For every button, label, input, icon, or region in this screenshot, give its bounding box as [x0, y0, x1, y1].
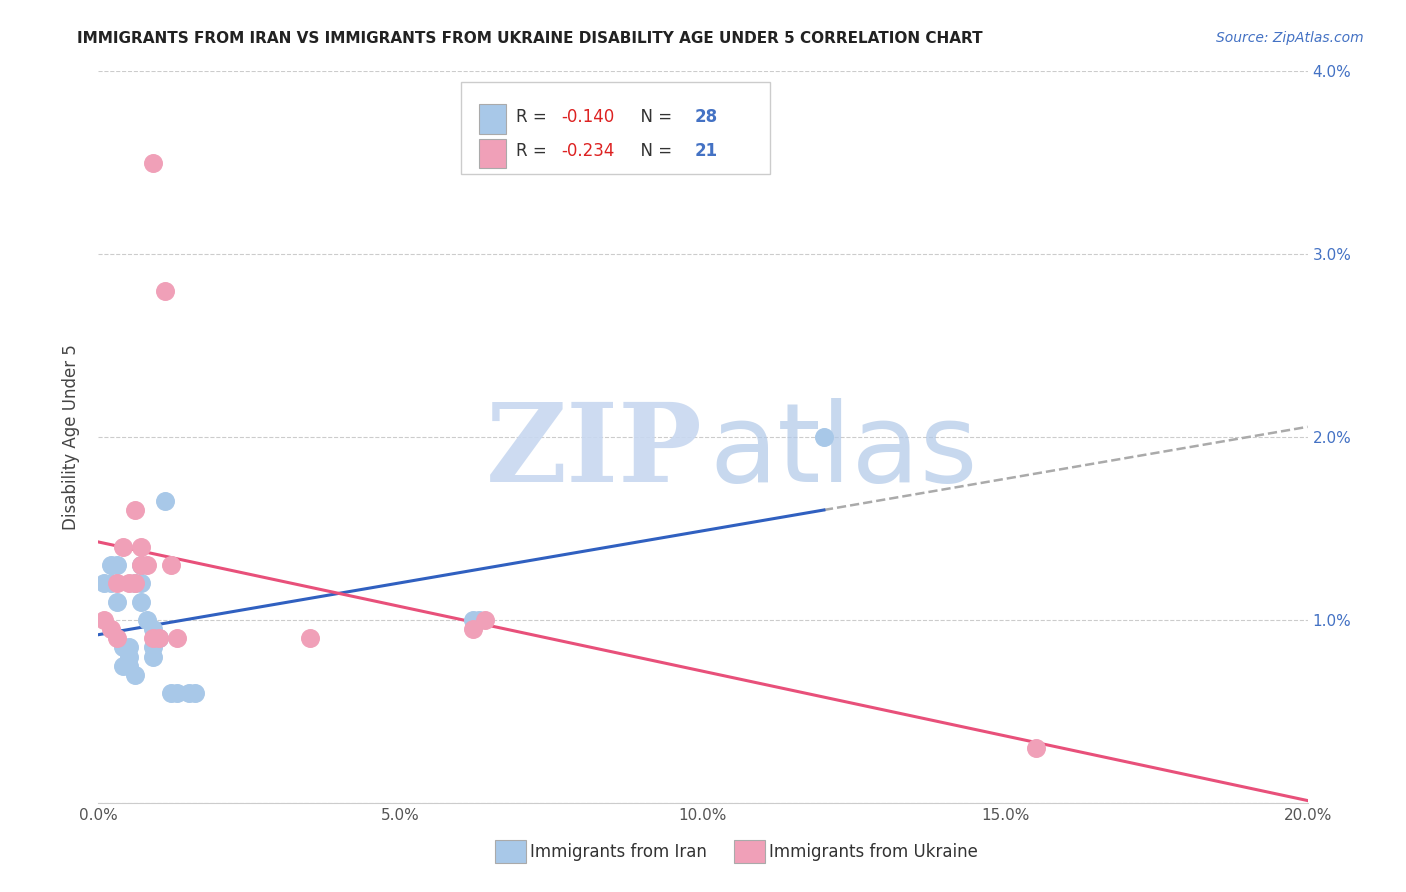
Point — [153, 284, 176, 298]
Text: ZIP: ZIP — [486, 398, 703, 505]
Point — [93, 613, 115, 627]
Point — [142, 640, 165, 655]
Point — [129, 576, 152, 591]
Bar — [479, 138, 506, 168]
Point — [166, 632, 188, 646]
Point — [111, 658, 134, 673]
Y-axis label: Disability Age Under 5: Disability Age Under 5 — [62, 344, 80, 530]
Point — [813, 430, 835, 444]
Point — [105, 576, 128, 591]
Point — [111, 540, 134, 554]
Text: Immigrants from Ukraine: Immigrants from Ukraine — [769, 843, 979, 861]
Point — [93, 576, 115, 591]
Point — [135, 613, 157, 627]
Point — [148, 632, 170, 646]
Point — [129, 558, 152, 573]
Point — [105, 595, 128, 609]
Point — [135, 558, 157, 573]
Point — [129, 595, 152, 609]
Point — [105, 632, 128, 646]
Point — [100, 622, 122, 636]
Text: Immigrants from Iran: Immigrants from Iran — [530, 843, 707, 861]
Point — [160, 686, 183, 700]
Point — [100, 576, 122, 591]
Point — [118, 649, 141, 664]
Point — [153, 494, 176, 508]
Point — [118, 640, 141, 655]
Point — [166, 686, 188, 700]
Point — [111, 640, 134, 655]
FancyBboxPatch shape — [461, 82, 769, 174]
Point — [463, 613, 485, 627]
Point — [124, 503, 146, 517]
Text: -0.140: -0.140 — [561, 108, 614, 126]
Point — [142, 632, 165, 646]
Text: R =: R = — [516, 142, 551, 160]
Point — [1024, 740, 1046, 755]
Point — [124, 576, 146, 591]
Point — [148, 632, 170, 646]
Text: IMMIGRANTS FROM IRAN VS IMMIGRANTS FROM UKRAINE DISABILITY AGE UNDER 5 CORRELATI: IMMIGRANTS FROM IRAN VS IMMIGRANTS FROM … — [77, 31, 983, 46]
Point — [179, 686, 201, 700]
Text: 21: 21 — [695, 142, 717, 160]
Point — [118, 576, 141, 591]
Bar — [479, 104, 506, 134]
Point — [105, 558, 128, 573]
Point — [142, 649, 165, 664]
Text: -0.234: -0.234 — [561, 142, 614, 160]
Point — [474, 613, 496, 627]
Text: N =: N = — [630, 142, 678, 160]
Point — [118, 658, 141, 673]
Text: 28: 28 — [695, 108, 717, 126]
Point — [142, 622, 165, 636]
Point — [468, 613, 491, 627]
Point — [124, 576, 146, 591]
Text: atlas: atlas — [709, 398, 977, 505]
Point — [463, 622, 485, 636]
Text: N =: N = — [630, 108, 678, 126]
Point — [100, 558, 122, 573]
Point — [124, 667, 146, 681]
Point — [299, 632, 322, 646]
Point — [184, 686, 207, 700]
Point — [129, 540, 152, 554]
Text: Source: ZipAtlas.com: Source: ZipAtlas.com — [1216, 31, 1364, 45]
Point — [142, 155, 165, 169]
Text: R =: R = — [516, 108, 551, 126]
Point — [160, 558, 183, 573]
Point — [129, 558, 152, 573]
